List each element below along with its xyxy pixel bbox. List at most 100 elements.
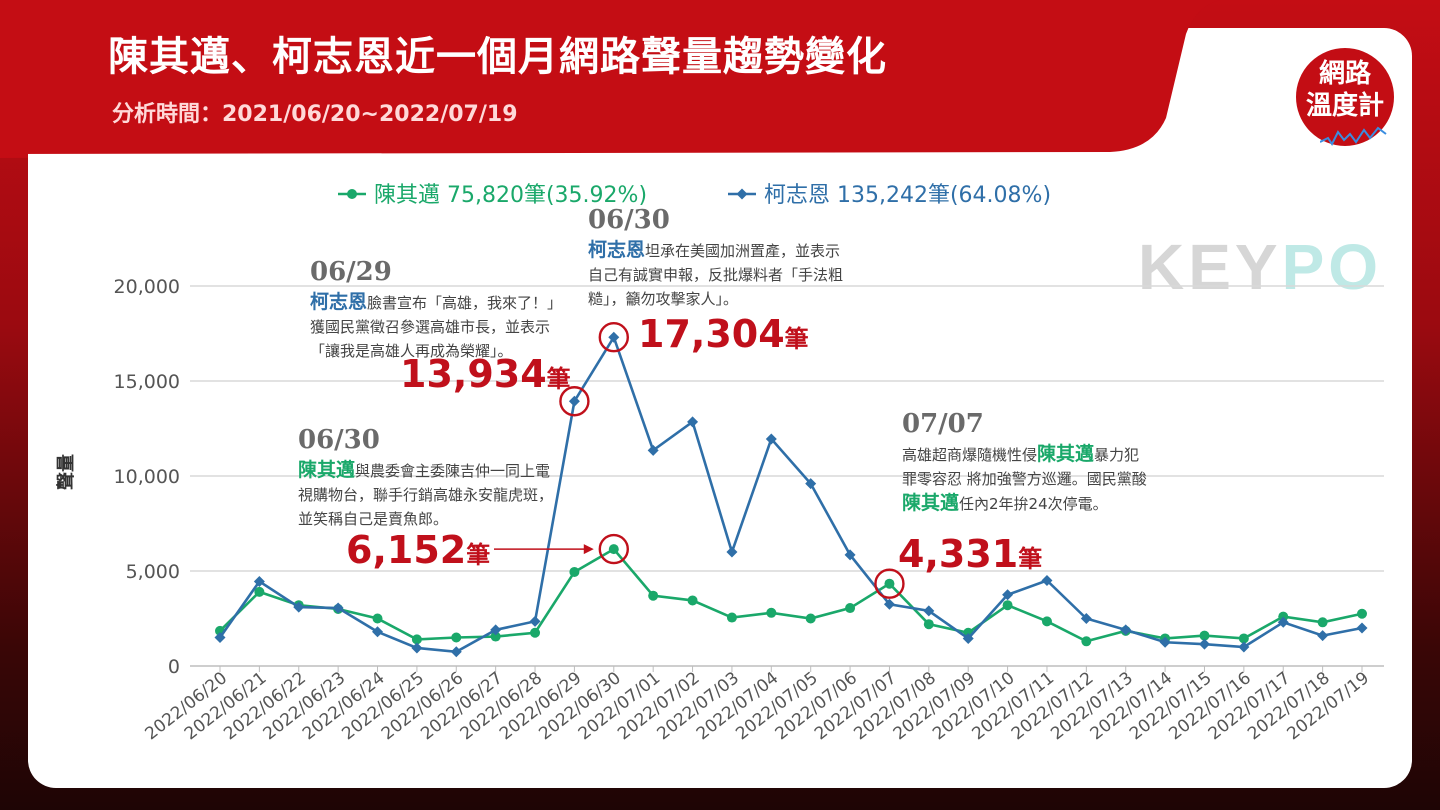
annotation-ko-0629: 06/29 柯志恩臉書宣布「高雄，我來了！」獲國民黨徵召參選高雄市長，並表示「讓… (310, 256, 572, 363)
data-point (1357, 608, 1367, 619)
data-point (1317, 630, 1329, 642)
watermark-key: KEY (1138, 231, 1282, 303)
annotation-date: 07/07 (902, 409, 984, 439)
annotation-ko-0630: 06/30 柯志恩坦承在美國加洲置產，並表示自己有誠實申報，反批爆料者「手法粗糙… (588, 204, 850, 311)
data-point (214, 632, 226, 643)
data-point (1238, 633, 1249, 644)
annotation-name-a: 陳其邁 (1037, 443, 1095, 465)
pulse-icon (1320, 126, 1387, 146)
data-point (1002, 600, 1013, 611)
data-point (411, 642, 423, 654)
data-point (1199, 630, 1210, 641)
legend-label: 陳其邁 75,820筆(35.92%) (374, 183, 647, 208)
value-number: 13,934 (400, 352, 547, 396)
data-point (529, 615, 541, 627)
y-tick-label: 10,000 (114, 466, 180, 488)
annotation-name: 陳其邁 (298, 459, 356, 481)
value-label-4331: 4,331筆 (898, 532, 1042, 576)
data-point (765, 433, 777, 445)
series-line-chen (219, 547, 1363, 643)
annotation-text-a: 高雄超商爆隨機性侵 (902, 446, 1038, 464)
data-point (1041, 575, 1053, 586)
data-point (923, 605, 935, 617)
data-point (530, 627, 541, 638)
grid-lines (190, 285, 1384, 667)
chart-card (28, 28, 1412, 788)
value-number: 17,304 (638, 312, 785, 356)
value-number: 6,152 (346, 528, 467, 572)
data-point (1080, 613, 1092, 624)
data-point (1002, 589, 1014, 601)
data-point (490, 631, 501, 642)
data-point (647, 444, 659, 456)
data-point (1041, 616, 1052, 627)
value-unit: 筆 (784, 325, 809, 353)
legend-marker (347, 189, 357, 199)
data-point (1081, 636, 1092, 647)
data-point (1356, 622, 1368, 634)
value-label-6152: 6,152筆 (346, 528, 490, 572)
data-point (1238, 641, 1250, 653)
data-point (569, 566, 580, 577)
value-unit: 筆 (466, 541, 491, 569)
value-number: 4,331 (898, 532, 1019, 576)
data-point (883, 598, 895, 610)
page-title: 陳其邁、柯志恩近一個月網路聲量趨勢變化 (108, 34, 887, 80)
value-label-13934: 13,934筆 (400, 352, 571, 396)
y-axis-label: 聲量 (55, 454, 77, 490)
legend: 陳其邁 75,820筆(35.92%) 柯志恩 135,242筆(64.08%) (338, 183, 1051, 208)
data-point (1159, 636, 1171, 648)
highlight-marks (494, 322, 905, 599)
highlight-circle (559, 386, 590, 417)
annotation-name: 柯志恩 (310, 291, 368, 313)
data-point (687, 595, 698, 606)
data-point (1120, 624, 1132, 636)
data-point (372, 626, 384, 638)
data-point (844, 549, 856, 561)
data-point (608, 544, 619, 555)
data-point (490, 624, 502, 636)
annotation-name: 柯志恩 (588, 239, 646, 261)
data-point (1317, 617, 1328, 628)
annotation-date: 06/30 (298, 425, 380, 455)
data-point (1198, 638, 1210, 650)
analysis-period: 分析時間：2021/06/20~2022/07/19 (112, 102, 518, 127)
logo-line-1: 網路 (1318, 59, 1371, 89)
legend-label: 柯志恩 135,242筆(64.08%) (764, 183, 1051, 208)
y-axis-ticks: 0 5,000 10,000 15,000 20,000 (114, 276, 180, 678)
data-point (962, 632, 974, 644)
annotation-date: 06/30 (588, 205, 670, 235)
data-point (372, 613, 383, 624)
data-point (766, 607, 777, 618)
annotation-name-b: 陳其邁 (902, 492, 960, 514)
x-axis-ticks: 2022/06/202022/06/212022/06/222022/06/23… (142, 666, 1373, 744)
highlight-circle (598, 533, 629, 565)
annotation-text: 臉書宣布「高雄，我來了！」獲國民黨徵召參選高雄市長，並表示「讓我是高雄人再成為榮… (310, 294, 563, 360)
data-point (884, 578, 895, 589)
highlight-circle (598, 322, 629, 353)
annotation-text-c: 任內2年拚24次停電。 (959, 495, 1108, 513)
data-point (648, 590, 659, 601)
series-lines (214, 331, 1368, 658)
data-point (411, 634, 422, 645)
data-point (726, 612, 737, 623)
y-tick-label: 15,000 (114, 371, 180, 393)
data-point (1278, 611, 1289, 622)
y-tick-label: 20,000 (114, 276, 180, 298)
annotation-text: 坦承在美國加洲置產，並表示自己有誠實申報，反批爆料者「手法粗糙」，籲勿攻擊家人」… (588, 242, 844, 308)
data-point (608, 331, 620, 343)
annotation-arrow-head (583, 544, 594, 555)
data-point (726, 546, 738, 558)
data-point (450, 646, 462, 658)
value-unit: 筆 (546, 365, 571, 393)
watermark-po: PO (1281, 231, 1383, 303)
legend-marker (736, 188, 748, 200)
data-point (254, 586, 265, 597)
logo-line-2: 溫度計 (1305, 91, 1384, 121)
value-unit: 筆 (1018, 545, 1043, 573)
annotation-text-b: 暴力犯罪零容忍 將加強警方巡邏。國民黨酸 (902, 446, 1147, 488)
highlight-circle (874, 568, 905, 599)
value-label-17304: 17,304筆 (638, 312, 809, 356)
data-point (293, 601, 305, 613)
data-point (332, 602, 344, 614)
